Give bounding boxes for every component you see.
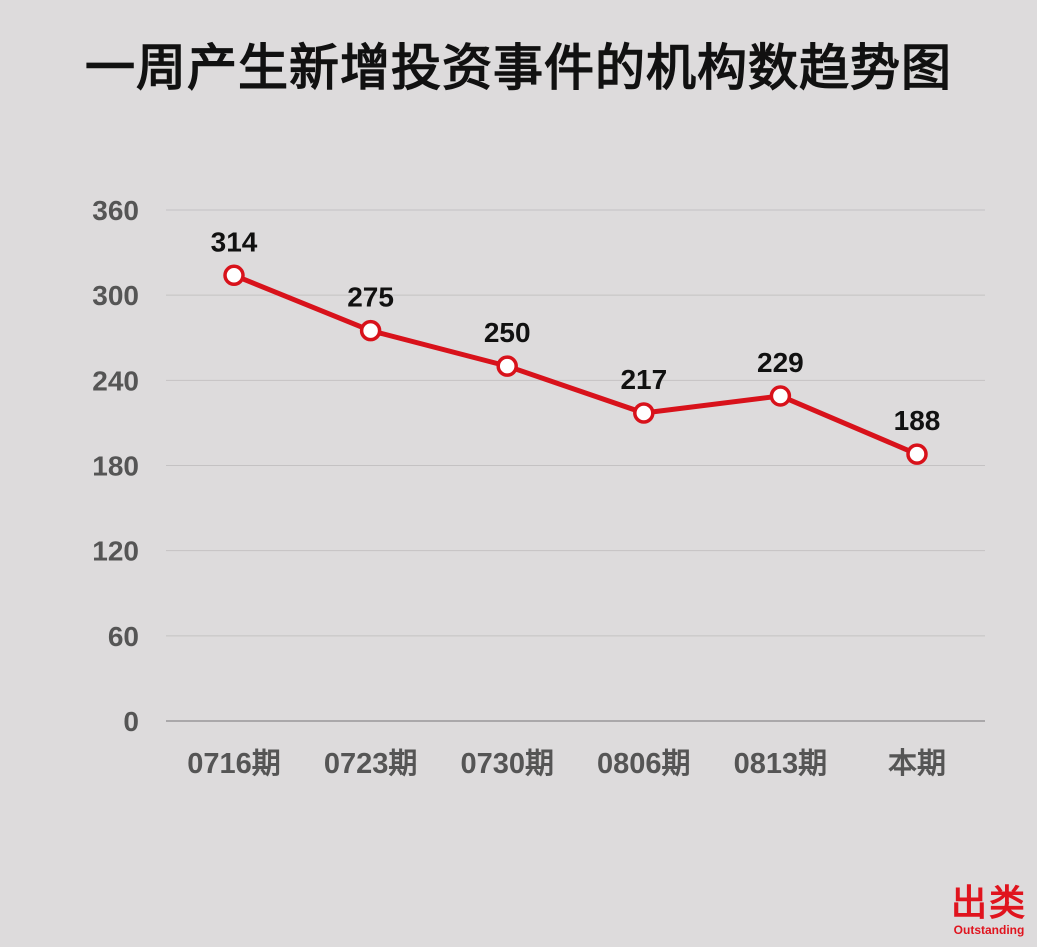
data-label: 314 [211, 226, 258, 257]
y-tick-label: 60 [108, 621, 139, 652]
data-point [223, 264, 245, 287]
y-tick-label: 0 [123, 706, 139, 737]
y-tick-label: 300 [92, 280, 139, 311]
data-labels: 314 275 250 217 229 188 [211, 226, 941, 436]
logo-text-cn: 出类 [950, 883, 1027, 924]
logo-text-en: Outstanding [953, 923, 1025, 937]
y-tick-label: 240 [92, 365, 139, 396]
data-label: 275 [347, 282, 394, 313]
y-tick-label: 180 [92, 451, 139, 482]
x-axis-ticks: 0716期 0723期 0730期 0806期 0813期 本期 [187, 747, 946, 780]
x-tick-label: 本期 [888, 747, 946, 780]
x-tick-label: 0806期 [597, 747, 691, 780]
data-point [359, 319, 382, 342]
data-label: 217 [620, 364, 667, 395]
x-tick-label: 0716期 [187, 747, 281, 780]
data-point [496, 355, 518, 377]
data-point [633, 402, 655, 424]
data-points [223, 264, 928, 465]
y-axis-ticks: 0 60 120 180 240 300 360 [92, 195, 139, 737]
x-tick-label: 0723期 [324, 747, 418, 780]
chart-title: 一周产生新增投资事件的机构数趋势图 [85, 39, 952, 97]
data-label: 250 [484, 317, 531, 348]
data-point [769, 385, 792, 407]
series-line-group [231, 272, 920, 457]
data-label: 188 [894, 405, 941, 436]
x-tick-label: 0730期 [460, 747, 554, 780]
x-tick-label: 0813期 [734, 747, 828, 780]
brand-logo: 出类 Outstanding [950, 883, 1027, 938]
y-tick-label: 360 [92, 195, 139, 226]
series-line [231, 272, 920, 457]
gridlines [166, 209, 985, 722]
data-label: 229 [757, 347, 804, 378]
data-point [906, 443, 928, 465]
y-tick-label: 120 [92, 536, 139, 567]
